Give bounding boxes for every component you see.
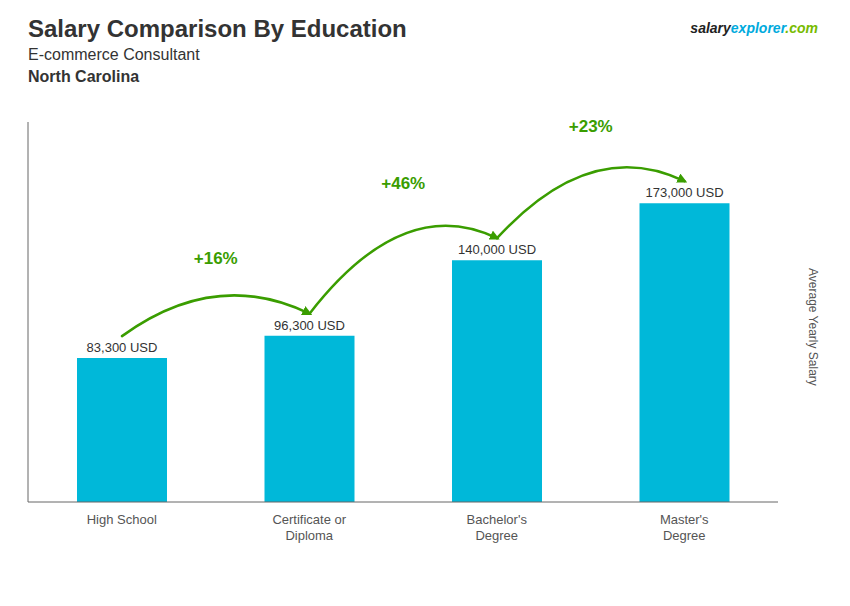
svg-text:+46%: +46% (381, 174, 425, 193)
svg-text:Certificate orDiploma: Certificate orDiploma (272, 512, 346, 543)
html-text:E-commerce Consultant: E-commerce Consultant (28, 46, 200, 63)
svg-text:High School: High School (87, 512, 157, 527)
svg-text:+16%: +16% (194, 249, 238, 268)
html-text:Average Yearly Salary: Average Yearly Salary (806, 268, 820, 386)
svg-text:+23%: +23% (569, 117, 613, 136)
svg-text:Bachelor'sDegree: Bachelor'sDegree (467, 512, 528, 543)
html-text:North Carolina: North Carolina (28, 68, 140, 85)
svg-text:140,000 USD: 140,000 USD (458, 242, 536, 257)
html-text:salary explorer.com: salary explorer.com (690, 20, 818, 36)
svg-text:Master'sDegree: Master'sDegree (660, 512, 709, 543)
html-text:Salary Comparison By Education: Salary Comparison By Education (28, 15, 407, 42)
svg-text:83,300 USD: 83,300 USD (87, 340, 158, 355)
svg-text:96,300 USD: 96,300 USD (274, 318, 345, 333)
svg-text:173,000 USD: 173,000 USD (645, 185, 723, 200)
